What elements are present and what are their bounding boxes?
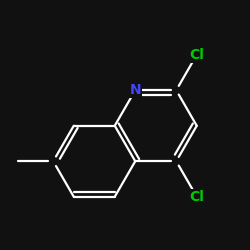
Text: Cl: Cl: [189, 48, 204, 62]
Text: N: N: [130, 83, 141, 97]
Text: Cl: Cl: [189, 190, 204, 204]
